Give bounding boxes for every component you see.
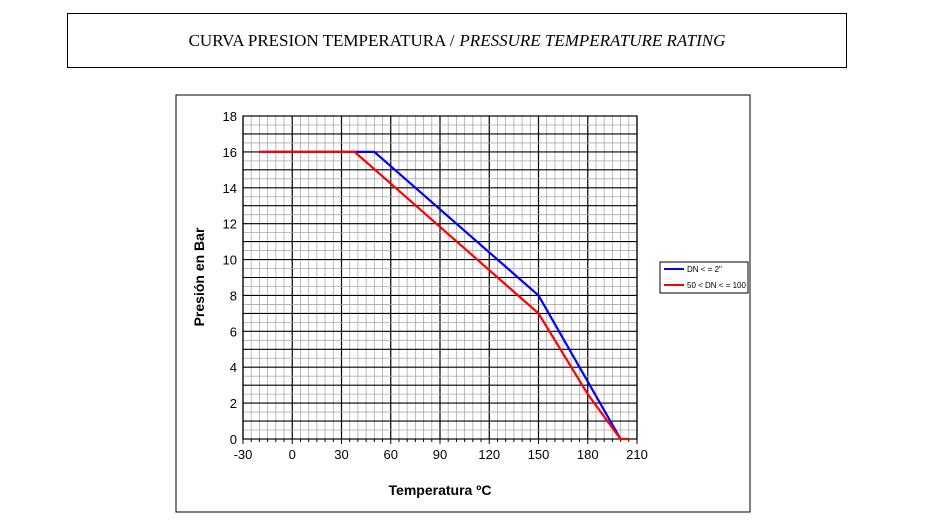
legend-label-1: DN < = 2" xyxy=(687,265,722,274)
y-tick-label: 12 xyxy=(223,217,237,232)
y-tick-label: 8 xyxy=(230,288,237,303)
x-tick-label: 180 xyxy=(577,447,599,462)
series-line-2 xyxy=(259,150,629,441)
series-lines xyxy=(259,150,629,441)
title-box: CURVA PRESION TEMPERATURA / PRESSURE TEM… xyxy=(67,13,847,68)
x-tick-label: 0 xyxy=(289,447,296,462)
x-tick-label: 150 xyxy=(528,447,550,462)
legend-label-2: 50 < DN < = 100 xyxy=(687,281,746,290)
title-es: CURVA PRESION TEMPERATURA / xyxy=(188,30,455,50)
y-tick-label: 2 xyxy=(230,396,237,411)
title-en: PRESSURE TEMPERATURE RATING xyxy=(459,30,726,50)
chart-frame xyxy=(175,94,751,513)
x-tick-label: 60 xyxy=(384,447,398,462)
plot-area xyxy=(242,115,638,440)
x-tick-label: 120 xyxy=(478,447,500,462)
y-tick-label: 4 xyxy=(230,360,237,375)
legend: DN < = 2" 50 < DN < = 100 xyxy=(659,261,749,294)
legend-box xyxy=(659,261,749,294)
x-tick-label: 90 xyxy=(433,447,447,462)
y-tick-label: 10 xyxy=(223,253,237,268)
y-axis-label: Presión en Bar xyxy=(191,227,207,326)
y-tick-label: 0 xyxy=(230,432,237,447)
x-tick-label: 30 xyxy=(334,447,348,462)
x-axis-label: Temperatura ºC xyxy=(389,482,492,498)
y-tick-label: 16 xyxy=(223,145,237,160)
y-tick-label: 14 xyxy=(223,181,237,196)
x-tick-label: 210 xyxy=(626,447,648,462)
grid xyxy=(242,115,638,444)
x-tick-label: -30 xyxy=(234,447,253,462)
y-tick-label: 18 xyxy=(223,109,237,124)
y-tick-label: 6 xyxy=(230,324,237,339)
